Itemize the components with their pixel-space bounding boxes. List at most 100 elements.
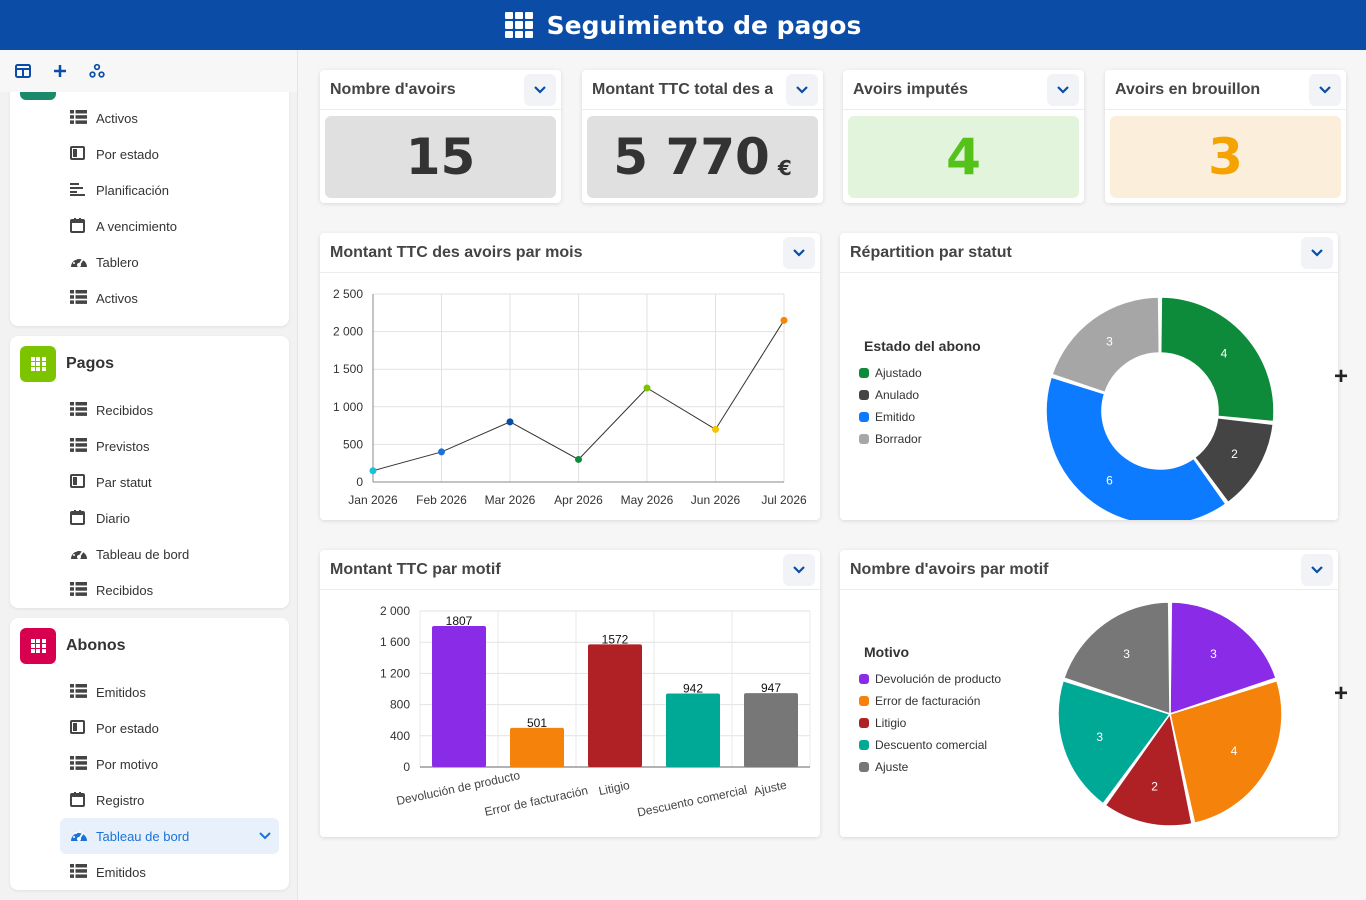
- widget-menu-button[interactable]: [783, 237, 815, 269]
- widget-header: Nombre d'avoirs par motif: [840, 550, 1338, 590]
- bar: [510, 727, 564, 767]
- sidebar-item-label: Tablero: [96, 254, 139, 270]
- section-icon: [20, 90, 56, 100]
- pie-slice: [1169, 679, 1283, 825]
- sidebar-item[interactable]: Diario: [10, 500, 289, 536]
- section-header-abonos[interactable]: Abonos: [10, 618, 289, 674]
- sidebar-item-label: Recibidos: [96, 402, 154, 418]
- pie-chart-widget: Nombre d'avoirs par motif 3 4 2 3 3 Motivo Dev…: [840, 550, 1338, 837]
- sidebar-item[interactable]: Por motivo: [10, 746, 289, 782]
- data-label: 1572: [602, 632, 629, 646]
- sidebar-section-abonos: Abonos Emitidos Por estado Por motivo Regis…: [10, 618, 289, 890]
- y-tick-label: 1 500: [333, 362, 363, 376]
- sidebar-item[interactable]: Emitidos: [10, 854, 289, 890]
- legend-label: Anulado: [875, 388, 919, 402]
- x-tick-label: Descuento comercial: [636, 783, 749, 820]
- sidebar-item-label: A vencimiento: [96, 218, 177, 234]
- widget-menu-button[interactable]: [783, 554, 815, 586]
- sidebar-item[interactable]: Recibidos: [10, 572, 289, 608]
- sidebar-item[interactable]: Por estado: [10, 710, 289, 746]
- list-icon: [70, 864, 87, 880]
- widget-menu-button[interactable]: [1301, 554, 1333, 586]
- sidebar-item[interactable]: Planificación: [10, 172, 289, 208]
- widget-menu-button[interactable]: [1309, 74, 1341, 106]
- slice-label: 2: [1231, 447, 1238, 461]
- widget-title: Montant TTC des avoirs par mois: [330, 243, 583, 261]
- chevron-down-icon: [1057, 86, 1069, 94]
- sidebar-item-label: Activos: [96, 290, 138, 306]
- x-tick-label: Litigio: [597, 778, 631, 798]
- line-chart-widget: Montant TTC des avoirs par mois 0 500 1 00…: [320, 233, 820, 520]
- sidebar-item-label: Activos: [96, 110, 138, 126]
- sidebar-item-label: Planificación: [96, 182, 169, 198]
- chevron-down-icon: [534, 86, 546, 94]
- app-header: Seguimiento de pagos: [0, 0, 1366, 50]
- pie-slice: [1062, 601, 1171, 716]
- data-point: [575, 455, 582, 463]
- bar: [588, 644, 642, 767]
- legend-title: Motivo: [864, 644, 909, 660]
- sidebar-item[interactable]: Recibidos: [10, 392, 289, 428]
- sidebar-item[interactable]: Emitidos: [10, 674, 289, 710]
- kpi-value: 15: [405, 128, 476, 186]
- x-tick-label: Jul 2026: [761, 493, 807, 507]
- share-icon[interactable]: [86, 60, 108, 82]
- legend-swatch: [859, 674, 869, 684]
- list-icon: [70, 402, 87, 418]
- kpi-value-box: 4: [848, 116, 1079, 198]
- y-tick-label: 0: [403, 760, 410, 774]
- data-point: [712, 425, 719, 433]
- widget-menu-button[interactable]: [524, 74, 556, 106]
- widget-header: Avoirs imputés: [843, 70, 1084, 110]
- sidebar-item[interactable]: Tablero: [10, 244, 289, 280]
- legend-label: Litigio: [875, 716, 907, 730]
- add-widget-button[interactable]: +: [1333, 363, 1348, 390]
- planning-icon: [70, 182, 86, 198]
- widget-menu-button[interactable]: [786, 74, 818, 106]
- section-header-pagos[interactable]: Pagos: [10, 336, 289, 392]
- section-title: Abonos: [66, 637, 126, 654]
- sidebar-item[interactable]: Registro: [10, 782, 289, 818]
- widget-menu-button[interactable]: [1301, 237, 1333, 269]
- add-icon[interactable]: [49, 60, 71, 82]
- list-icon: [70, 684, 87, 700]
- legend-label: Emitido: [875, 410, 915, 424]
- chevron-down-icon[interactable]: [259, 828, 271, 843]
- widget-title: Nombre d'avoirs par motif: [850, 560, 1049, 578]
- y-tick-label: 1 200: [380, 666, 410, 680]
- chevron-down-icon: [1311, 249, 1323, 257]
- y-tick-label: 1 600: [380, 635, 410, 649]
- list-icon: [70, 110, 87, 126]
- list-icon: [70, 582, 87, 598]
- legend-swatch: [859, 718, 869, 728]
- legend-label: Ajustado: [875, 366, 922, 380]
- sidebar-item[interactable]: Tableau de bord: [60, 818, 279, 854]
- add-widget-button[interactable]: +: [1333, 680, 1348, 707]
- widget-header: Montant TTC total des av: [582, 70, 823, 110]
- sidebar-item[interactable]: A vencimiento: [10, 208, 289, 244]
- legend-label: Descuento comercial: [875, 738, 987, 752]
- legend-swatch: [859, 696, 869, 706]
- sidebar-item[interactable]: Par statut: [10, 464, 289, 500]
- sidebar-item[interactable]: Por estado: [10, 136, 289, 172]
- kpi-value: 4: [946, 128, 981, 186]
- sidebar-item[interactable]: Previstos: [10, 428, 289, 464]
- sidebar-item[interactable]: Activos: [10, 280, 289, 316]
- kpi-title: Nombre d'avoirs: [330, 80, 456, 98]
- sidebar-item-label: Diario: [96, 510, 130, 526]
- y-tick-label: 400: [390, 729, 410, 743]
- widget-menu-button[interactable]: [1047, 74, 1079, 106]
- sidebar-item[interactable]: Tableau de bord: [10, 536, 289, 572]
- panel-toggle-icon[interactable]: [12, 60, 34, 82]
- pie-slice: [1045, 376, 1227, 520]
- pie-slice: [1051, 296, 1161, 394]
- bar: [744, 693, 798, 767]
- list-icon: [70, 438, 87, 454]
- kanban-icon: [70, 146, 86, 162]
- widget-header: Nombre d'avoirs: [320, 70, 561, 110]
- sidebar-item-label: Previstos: [96, 438, 150, 454]
- widget-header: Montant TTC des avoirs par mois: [320, 233, 820, 273]
- sidebar-item[interactable]: Activos: [10, 100, 289, 136]
- pie-slice: [1169, 601, 1278, 716]
- kpi-value: 3: [1208, 128, 1243, 186]
